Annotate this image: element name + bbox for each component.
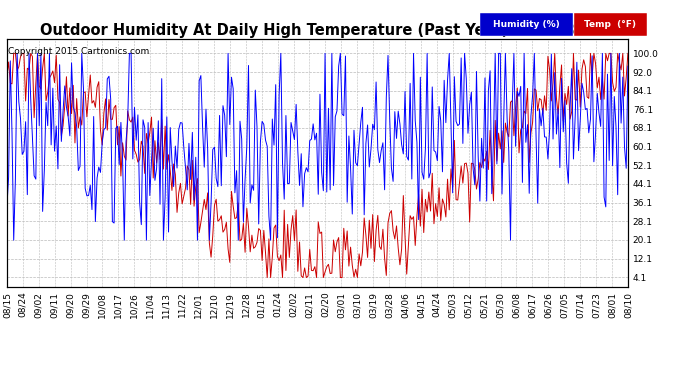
Text: Copyright 2015 Cartronics.com: Copyright 2015 Cartronics.com xyxy=(8,47,150,56)
Title: Outdoor Humidity At Daily High Temperature (Past Year) 20150815: Outdoor Humidity At Daily High Temperatu… xyxy=(40,23,595,38)
Text: Humidity (%): Humidity (%) xyxy=(493,20,560,29)
Text: Temp  (°F): Temp (°F) xyxy=(584,20,636,29)
